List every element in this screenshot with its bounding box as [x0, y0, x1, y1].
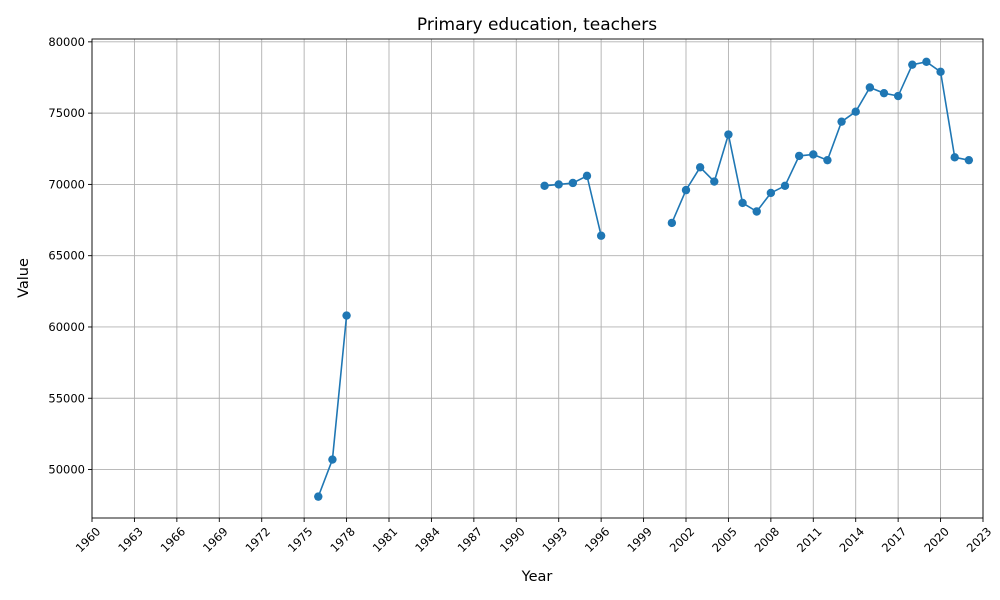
x-tick-label: 1978 [327, 524, 358, 555]
x-tick-label: 1987 [455, 524, 486, 555]
data-point [681, 185, 691, 195]
x-tick-label: 1966 [158, 524, 189, 555]
data-point [936, 67, 945, 76]
x-tick-label: 2011 [794, 524, 825, 555]
x-tick-label: 1972 [242, 524, 273, 555]
data-point [950, 153, 959, 162]
x-tick-label: 1993 [539, 524, 570, 555]
data-point [752, 207, 761, 216]
x-tick-label: 1999 [624, 524, 655, 555]
y-tick-label: 80000 [48, 35, 85, 49]
series [314, 57, 974, 501]
data-point [893, 91, 903, 101]
data-point [695, 163, 705, 172]
data-point [540, 181, 549, 191]
plot-frame [91, 38, 984, 519]
x-tick-label: 2023 [964, 524, 995, 555]
y-tick-label: 60000 [48, 320, 85, 334]
x-tick-label: 2014 [836, 524, 867, 555]
data-point [964, 155, 974, 165]
data-point [879, 88, 889, 98]
y-axis-title: Value [16, 258, 32, 298]
y-tick-label: 50000 [48, 463, 85, 477]
data-point [865, 83, 875, 92]
x-tick-label: 1981 [370, 524, 401, 555]
y-tick-label: 55000 [48, 391, 85, 405]
data-point [724, 130, 733, 139]
x-tick-label: 1963 [115, 524, 146, 555]
data-point [922, 57, 931, 67]
data-point [710, 177, 719, 186]
data-point [582, 171, 592, 181]
data-point [314, 492, 323, 501]
x-tick-label: 2005 [709, 524, 740, 555]
data-point [766, 188, 776, 198]
data-point [342, 311, 351, 320]
data-point [837, 117, 846, 126]
x-tick-label: 1996 [582, 524, 613, 555]
data-point [554, 180, 563, 189]
y-axis: 50000 55000 60000 65000 70000 75000 80000 [48, 35, 92, 477]
data-point [823, 155, 832, 165]
data-point [328, 455, 337, 464]
y-tick-label: 70000 [48, 177, 85, 191]
chart-title: Primary education, teachers [417, 15, 657, 35]
x-axis-title: Year [521, 569, 553, 585]
series-line-segment [671, 60, 970, 224]
data-point [596, 231, 606, 240]
x-tick-label: 1960 [73, 524, 104, 555]
x-tick-label: 2008 [752, 524, 783, 555]
x-axis: 1960 1963 1966 1969 1972 1975 1978 1981 1984 1987… [73, 518, 995, 555]
x-tick-label: 1969 [200, 524, 231, 555]
x-tick-label: 1984 [412, 524, 443, 555]
x-tick-label: 2017 [879, 524, 910, 555]
x-tick-label: 2002 [667, 524, 698, 555]
data-point [667, 218, 677, 228]
data-point [851, 107, 860, 116]
x-tick-label: 1975 [285, 524, 316, 555]
data-point [738, 198, 747, 208]
y-tick-label: 75000 [48, 106, 85, 120]
x-tick-label: 1990 [497, 524, 528, 555]
data-point [568, 178, 578, 188]
grid [91, 39, 984, 518]
data-point [809, 150, 818, 159]
data-point [794, 151, 804, 161]
x-tick-label: 2020 [921, 524, 952, 555]
data-point [780, 181, 790, 191]
data-point [908, 60, 917, 69]
y-tick-label: 65000 [48, 249, 85, 263]
